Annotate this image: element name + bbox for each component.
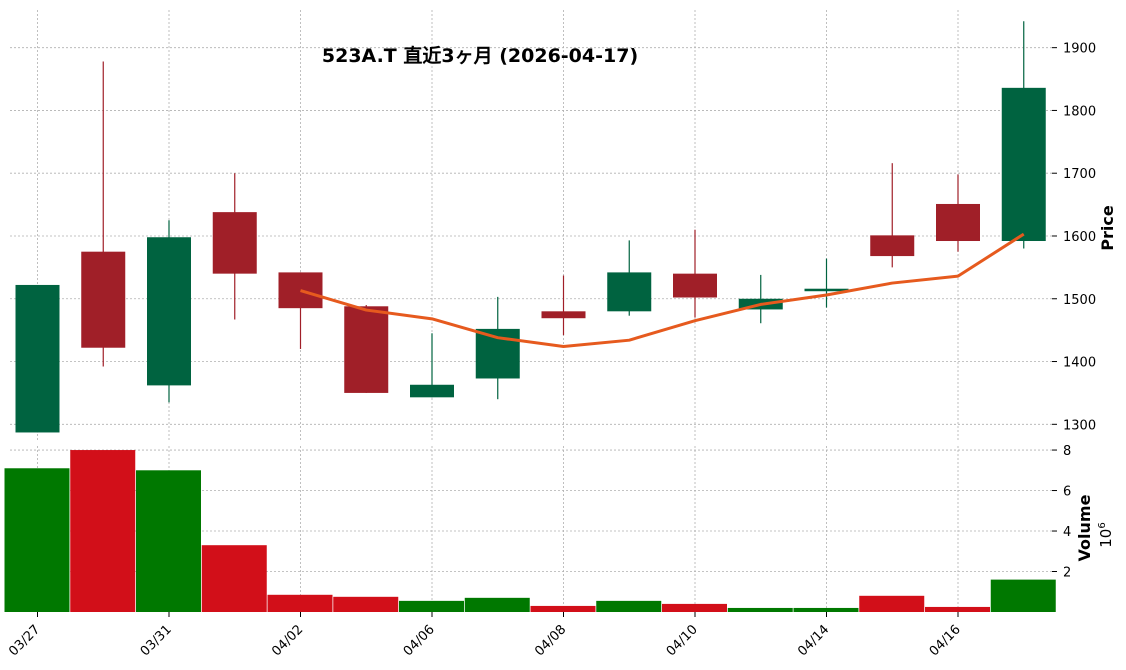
volume-bar xyxy=(662,603,727,612)
volume-bar xyxy=(596,600,662,612)
volume-axis-ticks: 2 4 6 8 xyxy=(1052,444,1071,581)
volume-tick-label: 6 xyxy=(1063,485,1071,500)
volume-bar xyxy=(201,545,267,612)
date-tick-label: 03/31 xyxy=(138,622,175,659)
volume-tick-label: 4 xyxy=(1063,525,1071,540)
candle xyxy=(936,174,980,252)
candle xyxy=(541,275,586,336)
candle-body xyxy=(344,306,389,393)
volume-bar xyxy=(990,579,1056,612)
candle-body xyxy=(1001,87,1046,242)
volume-bar xyxy=(859,595,925,612)
candle-body xyxy=(410,384,454,398)
volume-bar xyxy=(530,605,596,612)
volume-axis-multiplier: 106 xyxy=(1097,522,1115,547)
candle xyxy=(607,240,652,316)
volume-bar xyxy=(727,607,793,612)
date-tick-label: 04/16 xyxy=(927,622,964,659)
candles xyxy=(15,21,1046,433)
date-tick-label: 04/02 xyxy=(269,622,306,659)
candle-body xyxy=(936,203,980,242)
volume-bar xyxy=(4,468,70,612)
candle xyxy=(673,229,717,318)
price-axis-ticks: 1300 1400 1500 1600 1700 1800 1900 xyxy=(1052,42,1096,433)
candle xyxy=(410,333,454,398)
candle xyxy=(804,258,849,308)
date-tick-label: 04/08 xyxy=(532,622,569,659)
candle xyxy=(738,274,783,324)
candle-body xyxy=(607,272,652,312)
date-tick-label: 03/27 xyxy=(6,622,43,659)
chart-title: 523A.T 直近3ヶ月 (2026-04-17) xyxy=(322,44,638,67)
volume-bar xyxy=(464,597,530,612)
volume-bar xyxy=(136,470,201,612)
date-axis-ticks: 03/27 03/31 04/02 04/06 04/08 04/10 04/14 04/16 xyxy=(6,612,964,659)
candle xyxy=(1001,21,1046,249)
candle xyxy=(870,163,915,268)
candle-body xyxy=(541,311,586,319)
volume-bar xyxy=(793,607,859,612)
volume-tick-label: 8 xyxy=(1063,444,1071,459)
price-tick-label: 1800 xyxy=(1063,104,1096,119)
volume-bar xyxy=(925,606,990,612)
moving-average xyxy=(300,232,1025,348)
volume-axis-label: Volume xyxy=(1075,494,1094,561)
candle-body xyxy=(804,288,849,292)
volume-bar xyxy=(267,594,333,612)
volume-bar xyxy=(70,450,136,612)
candle xyxy=(147,220,191,403)
candle xyxy=(475,296,520,400)
price-tick-label: 1600 xyxy=(1063,230,1096,245)
volume-tick-label: 2 xyxy=(1063,566,1071,581)
candle xyxy=(212,173,257,320)
volume-bars xyxy=(4,450,1056,612)
price-tick-label: 1900 xyxy=(1063,42,1096,57)
candle-body xyxy=(673,273,717,298)
candle-body xyxy=(870,235,915,257)
price-tick-label: 1400 xyxy=(1063,356,1096,371)
date-tick-label: 04/06 xyxy=(401,622,438,659)
candle xyxy=(278,272,323,349)
candle-body xyxy=(212,212,257,274)
candle xyxy=(81,61,126,367)
candle xyxy=(15,284,60,433)
volume-bar xyxy=(333,596,399,612)
candle xyxy=(344,305,389,393)
price-tick-label: 1300 xyxy=(1063,418,1096,433)
candle-body xyxy=(81,251,126,348)
volume-bar xyxy=(399,600,464,612)
price-tick-label: 1500 xyxy=(1063,293,1096,308)
moving-average-line xyxy=(300,232,1025,348)
price-tick-label: 1700 xyxy=(1063,167,1096,182)
candle-body xyxy=(15,284,60,433)
date-tick-label: 04/10 xyxy=(664,622,701,659)
candle-body xyxy=(147,237,191,386)
date-tick-label: 04/14 xyxy=(795,622,832,659)
candle-body xyxy=(278,272,323,309)
price-axis-label: Price xyxy=(1098,205,1117,251)
